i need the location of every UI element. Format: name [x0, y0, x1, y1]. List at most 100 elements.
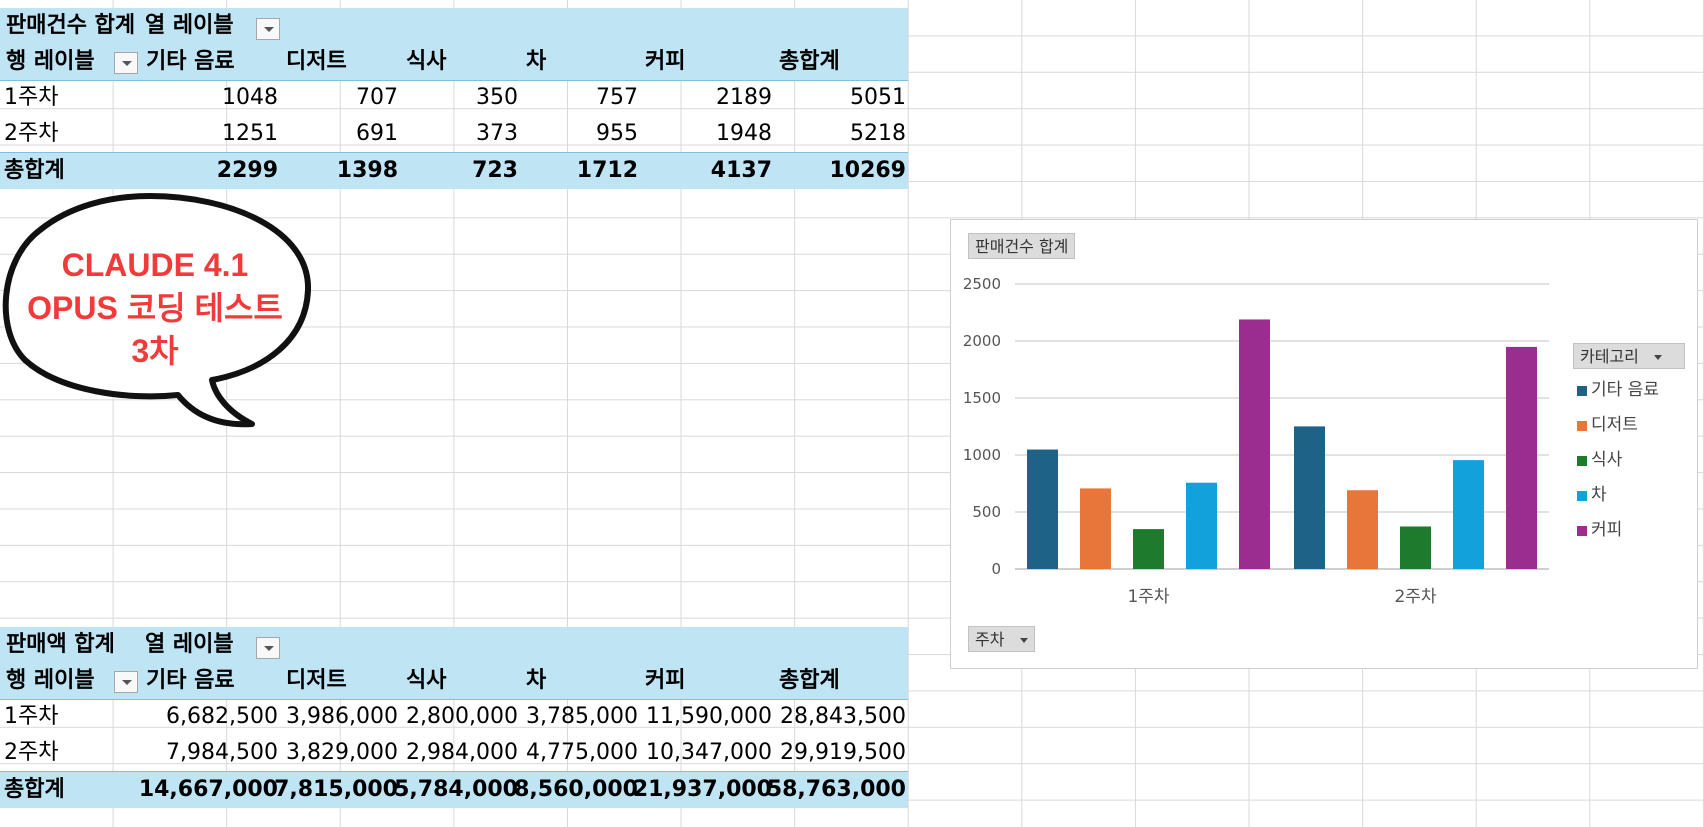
value-cell[interactable]: 955: [596, 121, 638, 146]
bar[interactable]: [1239, 319, 1270, 569]
value-cell[interactable]: 4,775,000: [526, 740, 638, 765]
bar[interactable]: [1400, 526, 1431, 569]
legend-item[interactable]: 차: [1573, 478, 1693, 513]
value-cell[interactable]: 2,984,000: [406, 740, 518, 765]
column-header: 디저트: [286, 668, 347, 693]
legend-swatch: [1577, 386, 1587, 396]
bar[interactable]: [1506, 346, 1537, 569]
total-cell[interactable]: 5,784,000: [394, 777, 518, 802]
value-cell[interactable]: 5218: [850, 121, 906, 146]
bar[interactable]: [1080, 488, 1111, 569]
table-row: 2주차 1251 691 373 955 1948 5218: [0, 116, 908, 152]
value-cell[interactable]: 7,984,500: [166, 740, 278, 765]
pivot-values-label: 판매건수 합계: [6, 13, 136, 38]
column-filter-dropdown[interactable]: [256, 18, 280, 40]
total-cell[interactable]: 2299: [216, 158, 278, 183]
legend-item[interactable]: 커피: [1573, 513, 1693, 548]
column-header: 식사: [406, 49, 447, 74]
value-cell[interactable]: 2,800,000: [406, 704, 518, 729]
total-cell[interactable]: 1712: [576, 158, 638, 183]
table-row: 1주차 6,682,500 3,986,000 2,800,000 3,785,…: [0, 699, 908, 735]
bubble-text: CLAUDE 4.1 OPUS 코딩 테스트 3차: [10, 244, 300, 373]
bubble-line: 3차: [131, 333, 179, 369]
value-cell[interactable]: 29,919,500: [780, 740, 906, 765]
value-cell[interactable]: 1251: [222, 121, 278, 146]
legend-label: 차: [1591, 485, 1607, 505]
column-header: 총합계: [779, 49, 840, 74]
total-cell[interactable]: 723: [472, 158, 518, 183]
column-header: 디저트: [286, 49, 347, 74]
total-cell[interactable]: 10269: [829, 158, 906, 183]
value-cell[interactable]: 707: [356, 85, 398, 110]
value-cell[interactable]: 1948: [716, 121, 772, 146]
value-cell[interactable]: 2189: [716, 85, 772, 110]
y-tick-label: 1500: [963, 389, 1001, 407]
total-cell[interactable]: 21,937,000: [632, 777, 772, 802]
bar[interactable]: [1453, 460, 1484, 569]
x-tick-label: 2주차: [1394, 587, 1436, 607]
legend-field-button[interactable]: 카테고리: [1573, 343, 1685, 369]
bar[interactable]: [1347, 490, 1378, 569]
legend-label: 기타 음료: [1591, 380, 1659, 400]
pivot-values-label: 판매액 합계: [6, 632, 115, 657]
legend-item[interactable]: 기타 음료: [1573, 373, 1693, 408]
values-field-button[interactable]: 판매건수 합계: [968, 233, 1076, 259]
legend-field-label: 카테고리: [1580, 347, 1639, 366]
value-cell[interactable]: 28,843,500: [780, 704, 906, 729]
row-filter-dropdown[interactable]: [114, 671, 138, 693]
x-tick-label: 1주차: [1127, 587, 1169, 607]
row-labels-label: 행 레이블: [6, 49, 95, 74]
row-labels-label: 행 레이블: [6, 668, 95, 693]
value-cell[interactable]: 691: [356, 121, 398, 146]
legend-label: 식사: [1591, 450, 1623, 470]
value-cell[interactable]: 10,347,000: [646, 740, 772, 765]
value-cell[interactable]: 11,590,000: [646, 704, 772, 729]
table-row: 1주차 1048 707 350 757 2189 5051: [0, 80, 908, 116]
column-labels-label: 열 레이블: [145, 632, 234, 657]
value-cell[interactable]: 3,785,000: [526, 704, 638, 729]
bar[interactable]: [1027, 449, 1058, 569]
chevron-down-icon: [1019, 638, 1028, 643]
bar[interactable]: [1186, 482, 1217, 569]
bar[interactable]: [1133, 529, 1164, 569]
column-labels-label: 열 레이블: [145, 13, 234, 38]
row-filter-dropdown[interactable]: [114, 52, 138, 74]
row-label: 1주차: [4, 704, 59, 729]
axis-field-button[interactable]: 주차: [968, 626, 1035, 652]
value-cell[interactable]: 3,829,000: [286, 740, 398, 765]
total-cell[interactable]: 1398: [336, 158, 398, 183]
total-cell[interactable]: 7,815,000: [274, 777, 398, 802]
total-cell[interactable]: 14,667,000: [138, 777, 278, 802]
column-header: 커피: [645, 668, 686, 693]
value-cell[interactable]: 373: [476, 121, 518, 146]
value-cell[interactable]: 350: [476, 85, 518, 110]
row-label: 총합계: [4, 777, 65, 802]
column-header: 기타 음료: [146, 668, 235, 693]
column-filter-dropdown[interactable]: [256, 637, 280, 659]
column-header: 차: [526, 668, 547, 693]
value-cell[interactable]: 5051: [850, 85, 906, 110]
y-tick-label: 2500: [963, 275, 1001, 293]
row-label: 1주차: [4, 85, 59, 110]
y-tick-label: 1000: [963, 446, 1001, 464]
legend-label: 커피: [1591, 520, 1623, 540]
legend-swatch: [1577, 456, 1587, 466]
value-cell[interactable]: 757: [596, 85, 638, 110]
value-cell[interactable]: 1048: [222, 85, 278, 110]
value-cell[interactable]: 3,986,000: [286, 704, 398, 729]
row-label: 2주차: [4, 740, 59, 765]
bubble-line: CLAUDE 4.1: [61, 247, 249, 283]
total-cell[interactable]: 8,560,000: [514, 777, 638, 802]
y-tick-label: 0: [991, 560, 1001, 578]
total-cell[interactable]: 58,763,000: [766, 777, 906, 802]
legend-item[interactable]: 디저트: [1573, 408, 1693, 443]
value-cell[interactable]: 6,682,500: [166, 704, 278, 729]
legend-item[interactable]: 식사: [1573, 443, 1693, 478]
bar[interactable]: [1294, 426, 1325, 569]
y-tick-label: 500: [972, 503, 1001, 521]
pivot-header-row: 판매건수 합계 열 레이블: [0, 8, 908, 44]
column-header: 기타 음료: [146, 49, 235, 74]
pivot-chart[interactable]: 판매건수 합계 0 500 1000 1500 2000 2500 1주차 2주차 카테고리 …: [950, 219, 1698, 669]
total-cell[interactable]: 4137: [710, 158, 772, 183]
